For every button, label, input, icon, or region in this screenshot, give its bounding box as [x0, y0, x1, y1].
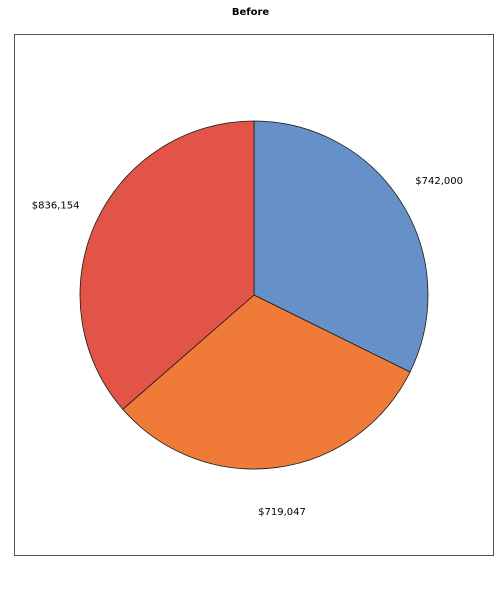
pie-labels: $742,000 $719,047 $836,154 — [32, 176, 463, 518]
slice-value-label: $742,000 — [415, 176, 463, 187]
pie-slices — [79, 120, 429, 470]
chart-title: Before — [231, 7, 270, 18]
pie-slice-1 — [253, 120, 429, 373]
pie-slice-2 — [122, 294, 411, 470]
slice-value-label: $719,047 — [258, 507, 306, 518]
slice-value-label: $836,154 — [32, 201, 80, 212]
pie-slice-3 — [79, 120, 255, 410]
